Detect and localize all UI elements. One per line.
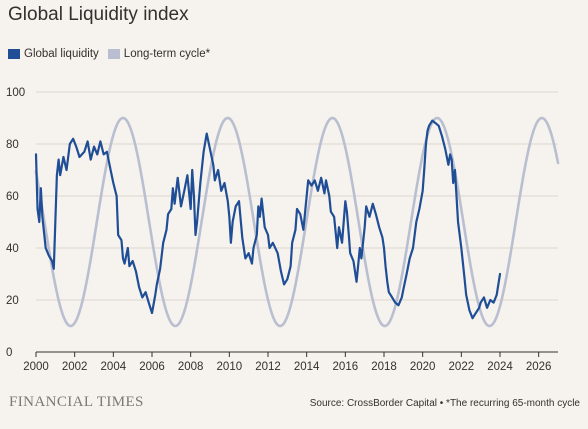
y-tick-label-0: 0 xyxy=(6,347,12,359)
x-tick-label-2012: 2012 xyxy=(255,361,281,373)
x-tick-label-2026: 2026 xyxy=(526,361,552,373)
x-tick-label-2024: 2024 xyxy=(487,361,513,373)
legend-item-global-liquidity: Global liquidity xyxy=(8,48,99,60)
x-tick-label-2014: 2014 xyxy=(294,361,320,373)
y-tick-label-40: 40 xyxy=(6,243,19,255)
x-tick-label-2006: 2006 xyxy=(139,361,165,373)
publisher-logo: FINANCIAL TIMES xyxy=(9,394,144,410)
y-tick-label-20: 20 xyxy=(6,295,19,307)
x-tick-label-2022: 2022 xyxy=(449,361,475,373)
legend-swatch-long-term-cycle xyxy=(107,49,120,59)
legend-swatch-global-liquidity xyxy=(8,49,20,59)
x-tick-label-2016: 2016 xyxy=(333,361,359,373)
source-note: Source: CrossBorder Capital • *The recur… xyxy=(309,398,580,409)
y-tick-label-60: 60 xyxy=(6,191,19,203)
legend: Global liquidity Long-term cycle* xyxy=(8,48,219,60)
x-tick-label-2008: 2008 xyxy=(178,361,204,373)
series-line-long-term-cycle xyxy=(34,116,560,328)
x-tick-label-2002: 2002 xyxy=(62,361,88,373)
legend-label-global-liquidity: Global liquidity xyxy=(24,48,99,60)
y-tick-label-100: 100 xyxy=(6,87,25,99)
x-tick-label-2020: 2020 xyxy=(410,361,436,373)
x-tick-label-2018: 2018 xyxy=(371,361,397,373)
series-line-global-liquidity xyxy=(34,119,502,320)
x-tick-label-2010: 2010 xyxy=(217,361,243,373)
y-tick-label-80: 80 xyxy=(6,139,19,151)
chart-title: Global Liquidity index xyxy=(8,4,189,25)
x-tick-label-2004: 2004 xyxy=(101,361,127,373)
x-tick-label-2000: 2000 xyxy=(23,361,49,373)
legend-item-long-term-cycle: Long-term cycle* xyxy=(107,48,211,60)
legend-label-long-term-cycle: Long-term cycle* xyxy=(123,48,211,60)
